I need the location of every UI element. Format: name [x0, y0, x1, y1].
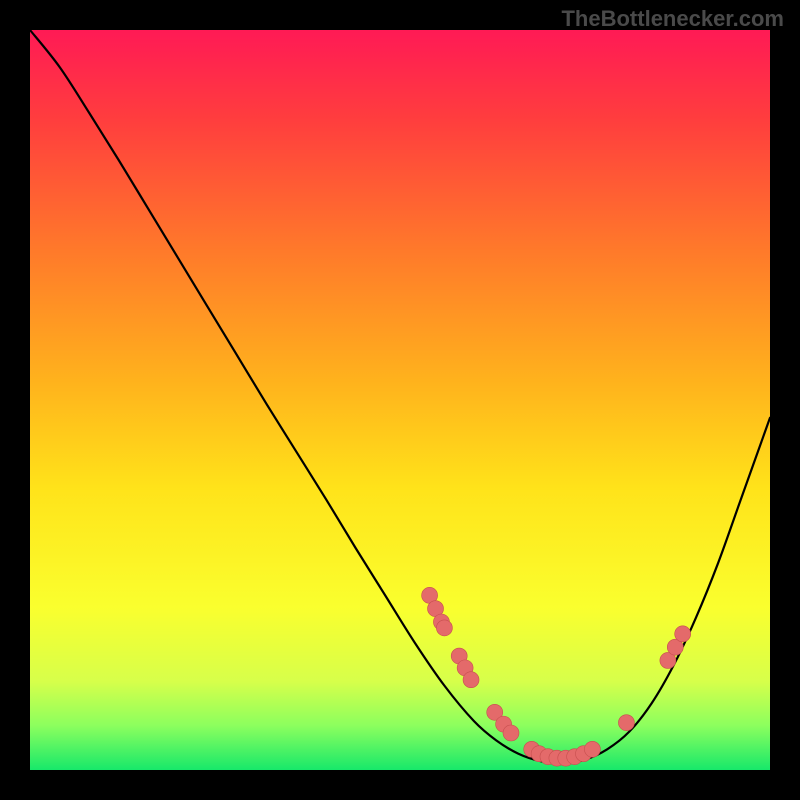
curve-marker	[436, 620, 452, 636]
chart-container: TheBottlenecker.com	[0, 0, 800, 800]
bottleneck-curve-chart	[0, 0, 800, 800]
curve-marker	[675, 626, 691, 642]
curve-marker	[463, 672, 479, 688]
curve-marker	[584, 741, 600, 757]
curve-marker	[503, 725, 519, 741]
curve-marker	[618, 715, 634, 731]
chart-background	[30, 30, 770, 770]
attribution-label: TheBottlenecker.com	[561, 6, 784, 32]
